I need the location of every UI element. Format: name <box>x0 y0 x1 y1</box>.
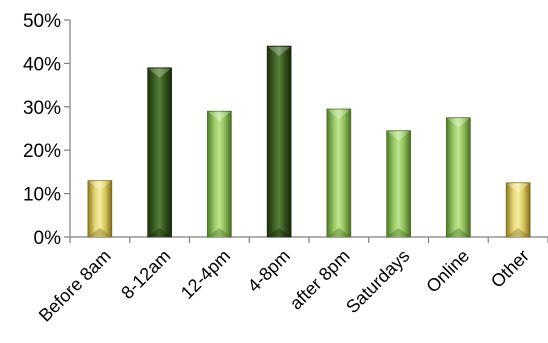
x-category-label: Online <box>422 246 473 297</box>
bar-bottom-bevel <box>88 228 111 236</box>
y-tick-label: 40% <box>23 54 61 75</box>
x-category-label: Saturdays <box>342 246 413 317</box>
x-category-label: Other <box>487 246 533 292</box>
bar-top-bevel <box>88 181 111 191</box>
bar-bottom-bevel <box>268 228 291 236</box>
bar-body <box>147 67 172 238</box>
bar-body <box>207 110 232 238</box>
bar-body <box>446 117 471 238</box>
bar-top-bevel <box>327 109 350 119</box>
bar-body <box>505 182 531 238</box>
bar-6 <box>386 130 411 238</box>
bar-bottom-bevel <box>148 228 171 236</box>
x-category-label: 12-4pm <box>177 246 234 303</box>
bar-3 <box>207 110 232 238</box>
bar-body <box>266 45 292 238</box>
bar-body <box>326 108 352 238</box>
bar-bottom-bevel <box>327 228 350 236</box>
x-category-label: Before 8am <box>35 246 115 326</box>
y-tick-label: 0% <box>34 228 62 249</box>
bar-8 <box>505 182 531 238</box>
bar-top-bevel <box>447 118 470 128</box>
y-tick-label: 10% <box>23 185 61 206</box>
bar-5 <box>326 108 352 238</box>
bar-top-bevel <box>268 47 291 57</box>
x-category-label: 4-8pm <box>244 246 294 296</box>
bar-top-bevel <box>148 68 171 78</box>
bar-bottom-bevel <box>208 228 231 236</box>
y-tick-label: 30% <box>23 98 61 119</box>
axes <box>64 19 548 243</box>
y-tick-label: 50% <box>23 11 61 32</box>
bar-bottom-bevel <box>387 228 410 236</box>
bar-body <box>386 130 411 238</box>
bar-2 <box>147 67 172 238</box>
bar-1 <box>87 180 113 238</box>
bar-7 <box>446 117 471 238</box>
bar-bottom-bevel <box>507 228 530 236</box>
bar-4 <box>266 45 292 238</box>
bar-body <box>87 180 113 238</box>
x-category-label: 8-12am <box>117 246 174 303</box>
bar-top-bevel <box>507 183 530 193</box>
bar-bottom-bevel <box>447 228 470 236</box>
bar-top-bevel <box>208 112 231 122</box>
bar-top-bevel <box>387 131 410 141</box>
bars <box>87 45 531 238</box>
y-tick-label: 20% <box>23 141 61 162</box>
